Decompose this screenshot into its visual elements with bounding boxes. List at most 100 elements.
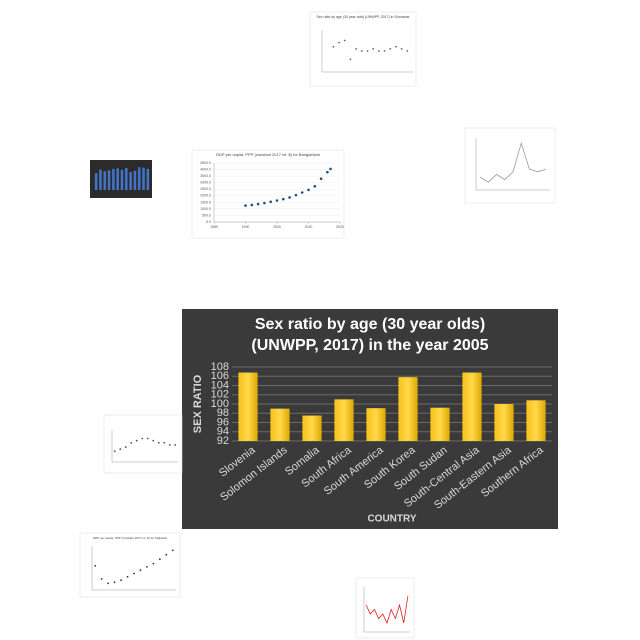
bar — [99, 169, 102, 190]
point — [355, 48, 358, 50]
chart-title: GDP per capita, PPP (constant 2017 int. … — [93, 536, 168, 540]
bar — [125, 167, 128, 190]
chart-background — [191, 149, 345, 239]
point — [135, 439, 138, 442]
point — [250, 203, 254, 207]
point — [119, 448, 122, 451]
y-tick-label: 100 — [211, 398, 229, 410]
y-tick-label: 3000.0 — [200, 181, 211, 185]
chart — [464, 127, 556, 204]
point — [113, 450, 116, 453]
point — [141, 437, 144, 440]
bar — [142, 167, 145, 190]
y-tick-label: 106 — [211, 370, 229, 382]
point — [307, 188, 310, 192]
x-tick-label: 2000 — [273, 225, 281, 229]
chart-title: GDP per capita, PPP (constant 2017 int. … — [216, 152, 320, 157]
bar — [94, 173, 98, 190]
bar — [494, 404, 514, 441]
point — [163, 441, 166, 444]
point — [294, 193, 298, 197]
point — [319, 177, 323, 181]
bar — [270, 408, 290, 441]
chart-title: Sex ratio by age (30 year olds) (UNWPP, … — [317, 15, 410, 19]
bar — [526, 400, 546, 441]
point — [372, 48, 375, 50]
y-tick-label: 92 — [217, 435, 229, 447]
point — [338, 41, 340, 44]
point — [171, 549, 174, 552]
point — [139, 569, 142, 572]
bar — [107, 170, 111, 190]
point — [332, 45, 335, 48]
point — [389, 48, 392, 50]
y-axis-label: SEX RATIO — [192, 374, 204, 433]
line — [479, 141, 547, 183]
point — [343, 39, 346, 42]
bar — [137, 167, 141, 190]
bar — [120, 169, 124, 190]
point — [174, 444, 177, 446]
point — [288, 196, 291, 199]
y-tick-label: 1000.0 — [200, 207, 211, 211]
chart: Sex ratio by age (30 year olds) (UNWPP, 2… — [182, 309, 558, 529]
y-tick-label: 4500.0 — [200, 161, 211, 165]
x-tick-label: 2010 — [305, 225, 313, 229]
point — [120, 579, 122, 581]
x-axis-label: COUNTRY — [367, 514, 416, 525]
point — [124, 446, 127, 448]
point — [269, 200, 273, 204]
chart-title: (UNWPP, 2017) in the year 2005 — [251, 337, 488, 354]
line — [365, 595, 409, 625]
point — [244, 204, 247, 207]
y-tick-label: 102 — [211, 389, 229, 401]
point — [263, 201, 266, 205]
x-tick-label: 2020 — [336, 225, 344, 229]
point — [152, 439, 155, 442]
y-tick-label: 96 — [217, 416, 229, 428]
point — [256, 202, 260, 206]
bar — [116, 168, 119, 190]
point — [168, 444, 171, 446]
point — [377, 50, 380, 52]
y-tick-label: 0.0 — [206, 220, 211, 224]
chart-background — [464, 127, 556, 204]
bar — [334, 399, 354, 441]
point — [329, 167, 332, 171]
point — [313, 185, 317, 188]
bar — [462, 372, 482, 441]
chart — [103, 414, 183, 474]
point — [157, 441, 160, 444]
chart-background — [309, 11, 417, 87]
point — [158, 558, 161, 561]
bar — [238, 372, 258, 441]
point — [94, 564, 97, 567]
point — [130, 441, 133, 444]
y-tick-label: 4000.0 — [200, 167, 211, 171]
y-tick-label: 98 — [217, 407, 229, 419]
bar — [430, 407, 450, 441]
y-tick-label: 3500.0 — [200, 174, 211, 178]
point — [165, 553, 168, 556]
chart — [355, 577, 415, 639]
bar — [112, 168, 115, 190]
point — [326, 170, 329, 174]
chart-background — [355, 577, 415, 639]
point — [282, 197, 285, 201]
bar — [146, 168, 150, 190]
point — [400, 48, 403, 50]
point — [395, 45, 397, 48]
point — [366, 50, 369, 52]
chart: Sex ratio by age (30 year olds) (UNWPP, … — [309, 11, 417, 87]
y-tick-label: 108 — [211, 361, 229, 373]
point — [360, 50, 363, 52]
y-tick-label: 104 — [211, 379, 229, 391]
point — [349, 58, 352, 61]
bar — [103, 171, 107, 190]
point — [126, 575, 129, 578]
chart-title: Sex ratio by age (30 year olds) — [255, 316, 485, 333]
bar — [302, 415, 322, 441]
bar — [366, 408, 386, 441]
point — [113, 581, 116, 584]
